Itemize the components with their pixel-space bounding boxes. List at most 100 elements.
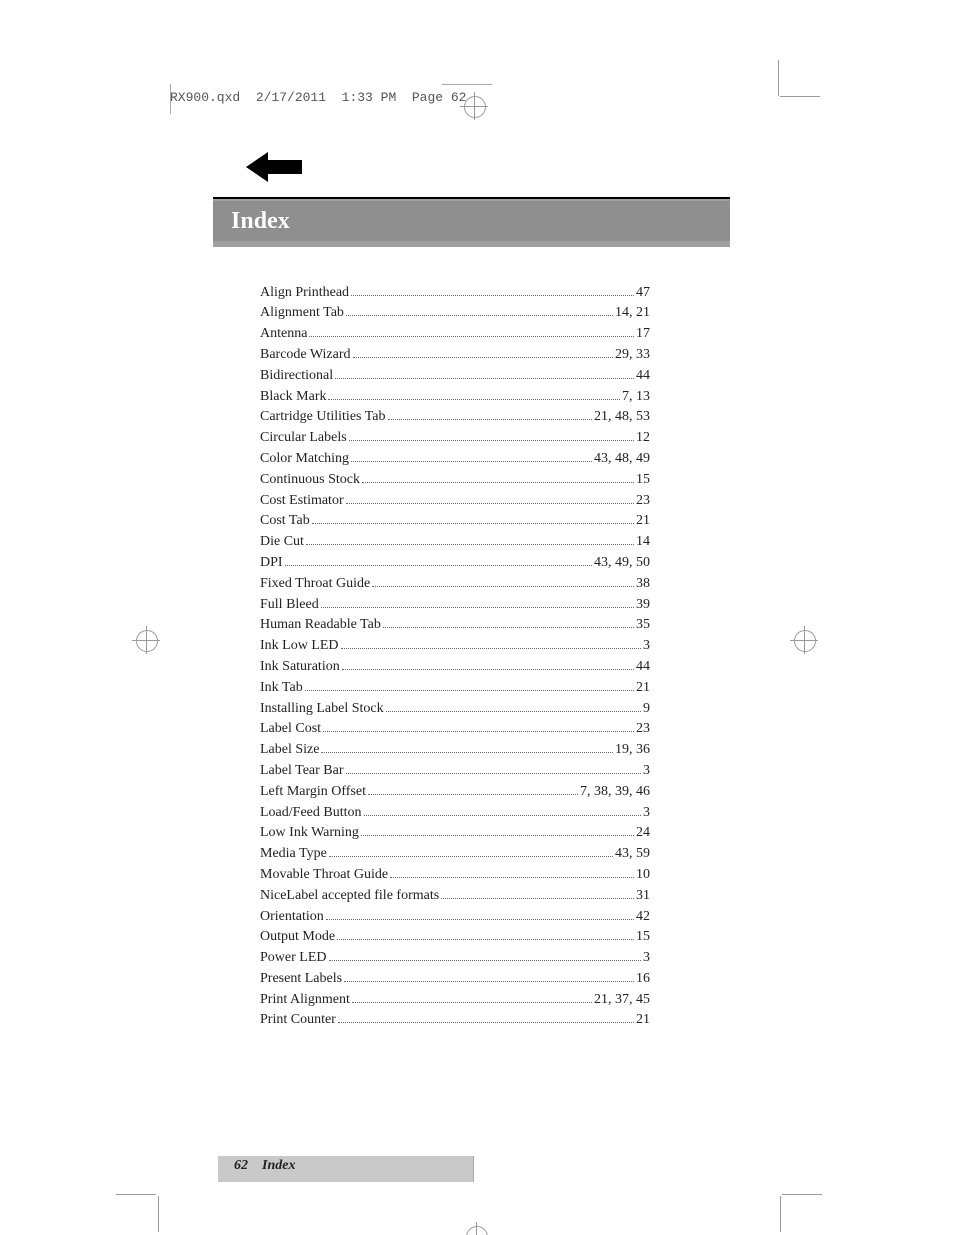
slug-filename: RX900.qxd [170, 90, 240, 105]
index-leader-dots [441, 885, 634, 899]
index-entry: Ink Low LED3 [260, 636, 650, 657]
index-entry: Barcode Wizard 29, 33 [260, 344, 650, 365]
index-leader-dots [353, 344, 613, 358]
index-entry: Die Cut14 [260, 532, 650, 553]
index-pages: 14, 21 [615, 303, 650, 323]
index-entry: Movable Throat Guide10 [260, 864, 650, 885]
page-footer: 62 Index [234, 1158, 295, 1174]
index-term: Present Labels [260, 969, 342, 989]
index-leader-dots [351, 448, 592, 462]
index-entry: Ink Saturation44 [260, 656, 650, 677]
index-leader-dots [346, 303, 613, 317]
footer-page-number: 62 [234, 1158, 248, 1173]
index-leader-dots [364, 802, 642, 816]
index-leader-dots [346, 760, 642, 774]
index-leader-dots [338, 1010, 634, 1024]
index-entry: Label Cost23 [260, 719, 650, 740]
index-leader-dots [312, 511, 634, 525]
index-term: Circular Labels [260, 428, 347, 448]
index-leader-dots [349, 428, 634, 442]
index-entry: Antenna17 [260, 324, 650, 345]
index-pages: 9 [643, 699, 650, 719]
index-leader-dots [368, 781, 578, 795]
slug-date: 2/17/2011 [256, 90, 326, 105]
index-leader-dots [341, 636, 641, 650]
index-term: Human Readable Tab [260, 615, 381, 635]
index-leader-dots [386, 698, 641, 712]
index-list: Align Printhead 47 Alignment Tab 14, 21Ante… [260, 282, 650, 1031]
index-term: Ink Tab [260, 678, 303, 698]
section-banner: Index [213, 197, 730, 247]
index-entry: Full Bleed 39 [260, 594, 650, 615]
crop-mark [158, 1196, 159, 1232]
slug-time: 1:33 PM [342, 90, 397, 105]
index-entry: Installing Label Stock9 [260, 698, 650, 719]
index-term: Cartridge Utilities Tab [260, 407, 386, 427]
index-term: Print Alignment [260, 990, 350, 1010]
crop-mark [780, 96, 820, 97]
index-term: Print Counter [260, 1010, 336, 1030]
index-pages: 47 [636, 283, 650, 303]
footer-sep [252, 1158, 259, 1173]
index-pages: 29, 33 [615, 345, 650, 365]
index-entry: Cost Tab21 [260, 511, 650, 532]
index-entry: Low Ink Warning 24 [260, 823, 650, 844]
index-pages: 23 [636, 491, 650, 511]
index-leader-dots [346, 490, 634, 504]
index-term: Label Size [260, 740, 319, 760]
index-leader-dots [352, 989, 592, 1003]
page: RX900.qxd 2/17/2011 1:33 PM Page 62 Inde… [0, 0, 954, 1235]
footer-label: Index [262, 1158, 295, 1173]
index-term: Alignment Tab [260, 303, 344, 323]
index-pages: 3 [643, 948, 650, 968]
index-term: Label Cost [260, 719, 321, 739]
index-pages: 43, 59 [615, 844, 650, 864]
index-pages: 21 [636, 1010, 650, 1030]
index-pages: 24 [636, 823, 650, 843]
index-pages: 43, 49, 50 [594, 553, 650, 573]
index-entry: Human Readable Tab35 [260, 615, 650, 636]
index-entry: Media Type 43, 59 [260, 844, 650, 865]
crop-mark [782, 1194, 822, 1195]
index-term: Media Type [260, 844, 327, 864]
index-pages: 21, 37, 45 [594, 990, 650, 1010]
index-pages: 15 [636, 470, 650, 490]
index-term: Cost Estimator [260, 491, 344, 511]
crop-mark [778, 60, 779, 96]
index-pages: 21 [636, 511, 650, 531]
index-term: Output Mode [260, 927, 335, 947]
index-pages: 14 [636, 532, 650, 552]
index-entry: Fixed Throat Guide38 [260, 573, 650, 594]
index-pages: 7, 13 [622, 387, 650, 407]
index-leader-dots [329, 948, 642, 962]
slug-sep [396, 90, 412, 105]
index-leader-dots [342, 656, 634, 670]
index-entry: Alignment Tab 14, 21 [260, 303, 650, 324]
registration-mark-bottom [462, 1222, 490, 1235]
index-pages: 10 [636, 865, 650, 885]
index-term: Power LED [260, 948, 327, 968]
index-pages: 39 [636, 595, 650, 615]
index-term: Load/Feed Button [260, 803, 362, 823]
index-leader-dots [335, 365, 634, 379]
index-term: Full Bleed [260, 595, 319, 615]
index-entry: Power LED 3 [260, 948, 650, 969]
index-entry: Label Size19, 36 [260, 740, 650, 761]
index-leader-dots [390, 864, 634, 878]
index-entry: Output Mode15 [260, 927, 650, 948]
index-leader-dots [329, 844, 613, 858]
index-entry: Black Mark7, 13 [260, 386, 650, 407]
index-term: Low Ink Warning [260, 823, 359, 843]
index-entry: Ink Tab21 [260, 677, 650, 698]
crop-mark [780, 1196, 781, 1232]
index-leader-dots [383, 615, 634, 629]
index-term: Color Matching [260, 449, 349, 469]
index-pages: 16 [636, 969, 650, 989]
index-leader-dots [323, 719, 634, 733]
index-entry: Print Counter 21 [260, 1010, 650, 1031]
index-entry: Color Matching43, 48, 49 [260, 448, 650, 469]
index-term: Barcode Wizard [260, 345, 351, 365]
index-term: Align Printhead [260, 283, 349, 303]
index-pages: 3 [643, 803, 650, 823]
slug-sep [326, 90, 342, 105]
